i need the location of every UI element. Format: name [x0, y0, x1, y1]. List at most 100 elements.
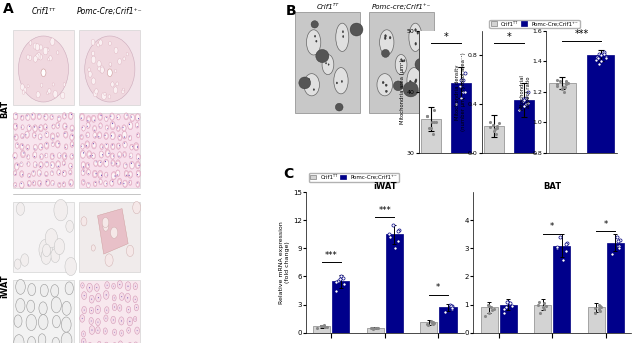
Point — [460, 89, 470, 94]
Circle shape — [105, 282, 109, 289]
Circle shape — [103, 328, 108, 334]
Point — [523, 100, 533, 105]
Circle shape — [70, 171, 71, 174]
Circle shape — [97, 61, 101, 67]
Circle shape — [136, 170, 141, 177]
Point — [370, 326, 381, 331]
Circle shape — [21, 254, 29, 266]
Circle shape — [115, 69, 117, 73]
Ellipse shape — [407, 68, 421, 94]
Circle shape — [36, 92, 40, 98]
Circle shape — [46, 181, 47, 182]
Circle shape — [13, 152, 17, 159]
Circle shape — [33, 144, 37, 151]
Circle shape — [118, 317, 124, 325]
Circle shape — [104, 342, 109, 343]
Circle shape — [82, 331, 86, 337]
Bar — [553, 246, 571, 333]
Point — [535, 310, 545, 316]
Point — [428, 321, 438, 327]
Circle shape — [81, 151, 85, 157]
Circle shape — [136, 154, 140, 160]
Circle shape — [113, 329, 117, 335]
Circle shape — [50, 153, 54, 160]
Circle shape — [123, 141, 128, 148]
Circle shape — [43, 124, 48, 130]
Point — [561, 248, 571, 254]
Circle shape — [129, 156, 131, 157]
Circle shape — [129, 144, 133, 150]
Circle shape — [62, 123, 67, 130]
Point — [558, 84, 569, 90]
Circle shape — [34, 126, 35, 128]
Point — [522, 89, 533, 94]
Circle shape — [45, 229, 57, 248]
Circle shape — [105, 117, 108, 121]
Circle shape — [133, 201, 140, 214]
Circle shape — [91, 299, 92, 300]
Circle shape — [98, 170, 103, 178]
Circle shape — [299, 77, 310, 89]
Circle shape — [95, 293, 101, 302]
Circle shape — [117, 281, 122, 288]
Circle shape — [63, 115, 66, 118]
Bar — [439, 307, 457, 333]
Point — [505, 300, 515, 306]
Circle shape — [124, 136, 125, 138]
Circle shape — [26, 55, 30, 59]
Point — [515, 107, 525, 113]
Bar — [13, 280, 74, 343]
Circle shape — [124, 143, 125, 144]
Circle shape — [111, 133, 115, 139]
Point — [590, 310, 600, 316]
Circle shape — [106, 310, 107, 311]
Point — [552, 81, 562, 87]
Circle shape — [28, 284, 35, 296]
Circle shape — [52, 83, 54, 86]
Circle shape — [123, 180, 128, 188]
Ellipse shape — [336, 23, 349, 51]
Circle shape — [31, 113, 35, 120]
Circle shape — [54, 238, 64, 255]
Circle shape — [87, 135, 88, 137]
Circle shape — [83, 341, 84, 343]
Circle shape — [57, 162, 60, 167]
Circle shape — [94, 120, 95, 121]
Circle shape — [131, 115, 134, 120]
Circle shape — [50, 162, 55, 169]
Circle shape — [46, 48, 49, 51]
Circle shape — [62, 182, 66, 187]
Circle shape — [137, 163, 139, 167]
Circle shape — [106, 183, 107, 184]
Circle shape — [117, 178, 122, 185]
Circle shape — [27, 148, 28, 149]
Bar — [587, 55, 614, 274]
Circle shape — [118, 305, 122, 311]
Circle shape — [381, 49, 390, 57]
Circle shape — [80, 283, 84, 288]
Circle shape — [111, 122, 115, 128]
Circle shape — [39, 125, 43, 132]
Circle shape — [21, 172, 23, 176]
Circle shape — [112, 144, 113, 145]
Circle shape — [91, 56, 96, 63]
Circle shape — [125, 114, 128, 118]
Circle shape — [91, 78, 95, 84]
Circle shape — [38, 170, 41, 176]
Circle shape — [113, 155, 114, 157]
Circle shape — [45, 162, 48, 166]
Circle shape — [137, 182, 138, 184]
Circle shape — [98, 113, 102, 120]
Circle shape — [93, 172, 96, 176]
Circle shape — [109, 113, 115, 120]
Circle shape — [137, 183, 138, 186]
Circle shape — [57, 169, 61, 176]
Polygon shape — [98, 209, 128, 254]
Point — [552, 246, 562, 251]
Circle shape — [82, 126, 85, 131]
Circle shape — [65, 145, 67, 148]
Point — [486, 305, 497, 310]
Circle shape — [80, 315, 84, 322]
Point — [456, 77, 466, 82]
Circle shape — [38, 334, 46, 343]
